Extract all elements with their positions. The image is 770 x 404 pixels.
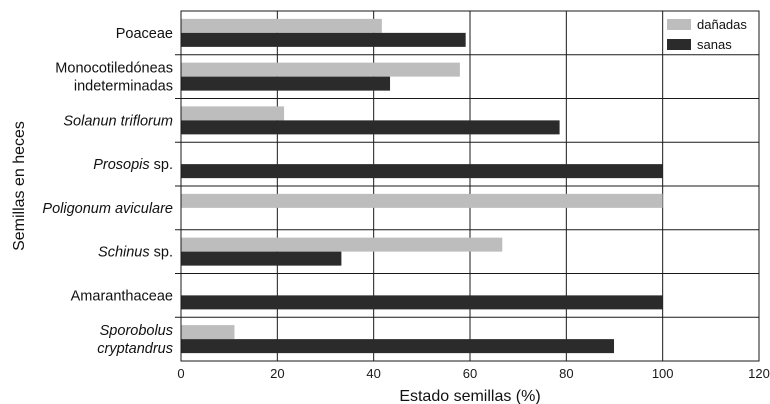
category-label: Poligonum aviculare	[42, 201, 173, 217]
bar-dañadas	[181, 193, 663, 208]
x-axis-label: Estado semillas (%)	[399, 388, 540, 404]
bar-sanas	[181, 339, 615, 354]
bar-dañadas	[181, 237, 503, 252]
category-label-part: Amaranthaceae	[71, 288, 173, 304]
category-label-part: cryptandrus	[97, 341, 173, 357]
bar-sanas	[181, 164, 663, 179]
x-tick-label: 120	[748, 366, 770, 381]
bar-sanas	[181, 76, 391, 91]
bar-dañadas	[181, 106, 285, 121]
x-tick-label: 40	[366, 366, 380, 381]
category-label-part: Monocotiledóneas	[55, 61, 173, 77]
category-label: Poaceae	[116, 26, 173, 42]
category-labels: Poaceae Monocotiledóneas indeterminadas Sol…	[42, 26, 173, 357]
category-label-part: Prosopis	[93, 157, 149, 173]
x-tick-label: 100	[652, 366, 674, 381]
x-tick-label: 60	[463, 366, 477, 381]
category-label: cryptandrus	[97, 341, 173, 357]
legend-label: dañadas	[697, 17, 747, 32]
category-label: Schinus sp.	[98, 245, 173, 261]
category-label-part: indeterminadas	[74, 79, 173, 95]
category-label-part: Poligonum aviculare	[42, 201, 173, 217]
x-tick-label: 80	[559, 366, 573, 381]
category-label: Sporobolus	[100, 323, 173, 339]
bar-sanas	[181, 251, 342, 266]
x-tick-label: 0	[177, 366, 184, 381]
category-label: Amaranthaceae	[71, 288, 173, 304]
bar-sanas	[181, 32, 466, 47]
category-separators	[175, 54, 759, 318]
category-label-part: Sporobolus	[100, 323, 173, 339]
category-label: indeterminadas	[74, 79, 173, 95]
bar-dañadas	[181, 62, 460, 77]
legend-swatch	[667, 19, 691, 30]
category-label-part: sp.	[150, 157, 173, 173]
category-label: Solanun triflorum	[63, 113, 173, 129]
category-label-part: Schinus	[98, 245, 150, 261]
bars	[181, 18, 663, 354]
x-axis-ticks: 0 20 40 60 80 100 120	[177, 366, 769, 381]
legend-label: sanas	[697, 37, 732, 52]
category-label: Monocotiledóneas	[55, 61, 173, 77]
bar-sanas	[181, 295, 663, 310]
category-label-part: Solanun triflorum	[63, 113, 173, 129]
bar-dañadas	[181, 18, 382, 33]
category-label-part: Poaceae	[116, 26, 173, 42]
plot-frame	[180, 10, 760, 362]
y-axis-label: Semillas en heces	[11, 121, 28, 251]
bar-sanas	[181, 120, 560, 135]
legend: dañadas sanas	[667, 17, 747, 52]
bar-dañadas	[181, 325, 235, 340]
legend-swatch	[667, 39, 691, 50]
category-label-part: sp.	[150, 245, 173, 261]
x-tick-label: 20	[270, 366, 284, 381]
category-label: Prosopis sp.	[93, 157, 173, 173]
